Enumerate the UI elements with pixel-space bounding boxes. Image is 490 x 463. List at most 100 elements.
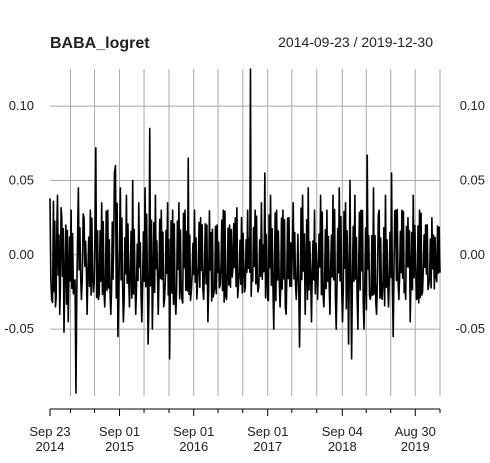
data-point [135,313,137,315]
data-point [310,321,312,323]
data-point [373,187,375,189]
data-point [132,179,134,181]
data-point [206,224,208,226]
data-point [141,321,143,323]
data-point [157,313,159,315]
data-point [65,224,67,226]
y-tick-label-right: 0.10 [460,98,485,113]
data-point [114,165,116,167]
x-tick-label-date: Aug 30 [395,424,436,439]
data-point [80,298,82,300]
data-point [229,224,231,226]
data-point [332,194,334,196]
data-point [409,321,411,323]
data-point [292,202,294,204]
data-point [167,202,169,204]
data-point [392,336,394,338]
data-point [77,187,79,189]
data-point [101,202,103,204]
data-point [378,209,380,211]
data-point [260,202,262,204]
data-point [251,269,253,271]
data-point [435,276,437,278]
data-point [144,187,146,189]
data-point [395,209,397,211]
data-point [320,194,322,196]
data-point [200,217,202,219]
data-point [282,209,284,211]
data-point [138,202,140,204]
data-point [412,194,414,196]
data-point [97,298,99,300]
data-point [216,224,218,226]
data-point [213,291,215,293]
data-point [299,346,301,348]
data-point [376,313,378,315]
data-point [285,313,287,315]
data-point [169,358,171,360]
data-point [317,298,319,300]
data-point [422,291,424,293]
data-point [326,209,328,211]
data-point [59,313,61,315]
data-point [369,298,371,300]
data-point [360,209,362,211]
data-point [335,328,337,330]
data-point [154,194,156,196]
data-point [351,358,353,360]
data-point [415,298,417,300]
data-point [110,313,112,315]
data-point [219,284,221,286]
data-point [323,306,325,308]
data-point [184,209,186,211]
x-tick-label-date: Sep 01 [247,424,288,439]
data-point [249,68,251,70]
x-tick-label-date: Sep 23 [29,424,70,439]
data-point [267,298,269,300]
x-tick-label-date: Sep 04 [322,424,363,439]
y-axis-labels: -0.05 -0.05 0.00 0.00 0.05 0.05 0.10 0.10 [4,98,485,336]
data-point [187,157,189,159]
data-point [160,209,162,211]
data-point [86,313,88,315]
data-point [107,209,109,211]
data-point [95,147,97,149]
data-point [75,392,77,394]
data-point [254,209,256,211]
data-point [197,284,199,286]
data-point [342,321,344,323]
data-point [244,291,246,293]
data-point [92,291,94,293]
data-point [175,313,177,315]
x-tick-label-year: 2019 [401,439,430,454]
series-line [49,68,441,394]
chart-title: BABA_logret [50,35,150,52]
data-point [273,328,275,330]
data-point [431,217,433,219]
y-tick-label-left: -0.05 [4,321,34,336]
data-point [238,284,240,286]
data-point [366,154,368,156]
data-point [113,172,115,174]
data-point [234,217,236,219]
data-point [226,298,228,300]
data-point [264,172,266,174]
x-tick-label-date: Sep 01 [173,424,214,439]
data-point [288,217,290,219]
data-point [190,291,192,293]
data-point [439,272,441,274]
data-point [63,331,65,333]
data-point [73,284,75,286]
data-point [384,194,386,196]
x-tick-label-date: Sep 01 [99,424,140,439]
x-tick-label-year: 2015 [105,439,134,454]
data-point [314,209,316,211]
data-point [279,306,281,308]
x-tick-label-year: 2018 [328,439,357,454]
data-point [164,298,166,300]
data-point [89,209,91,211]
data-point [329,313,331,315]
data-point [428,284,430,286]
